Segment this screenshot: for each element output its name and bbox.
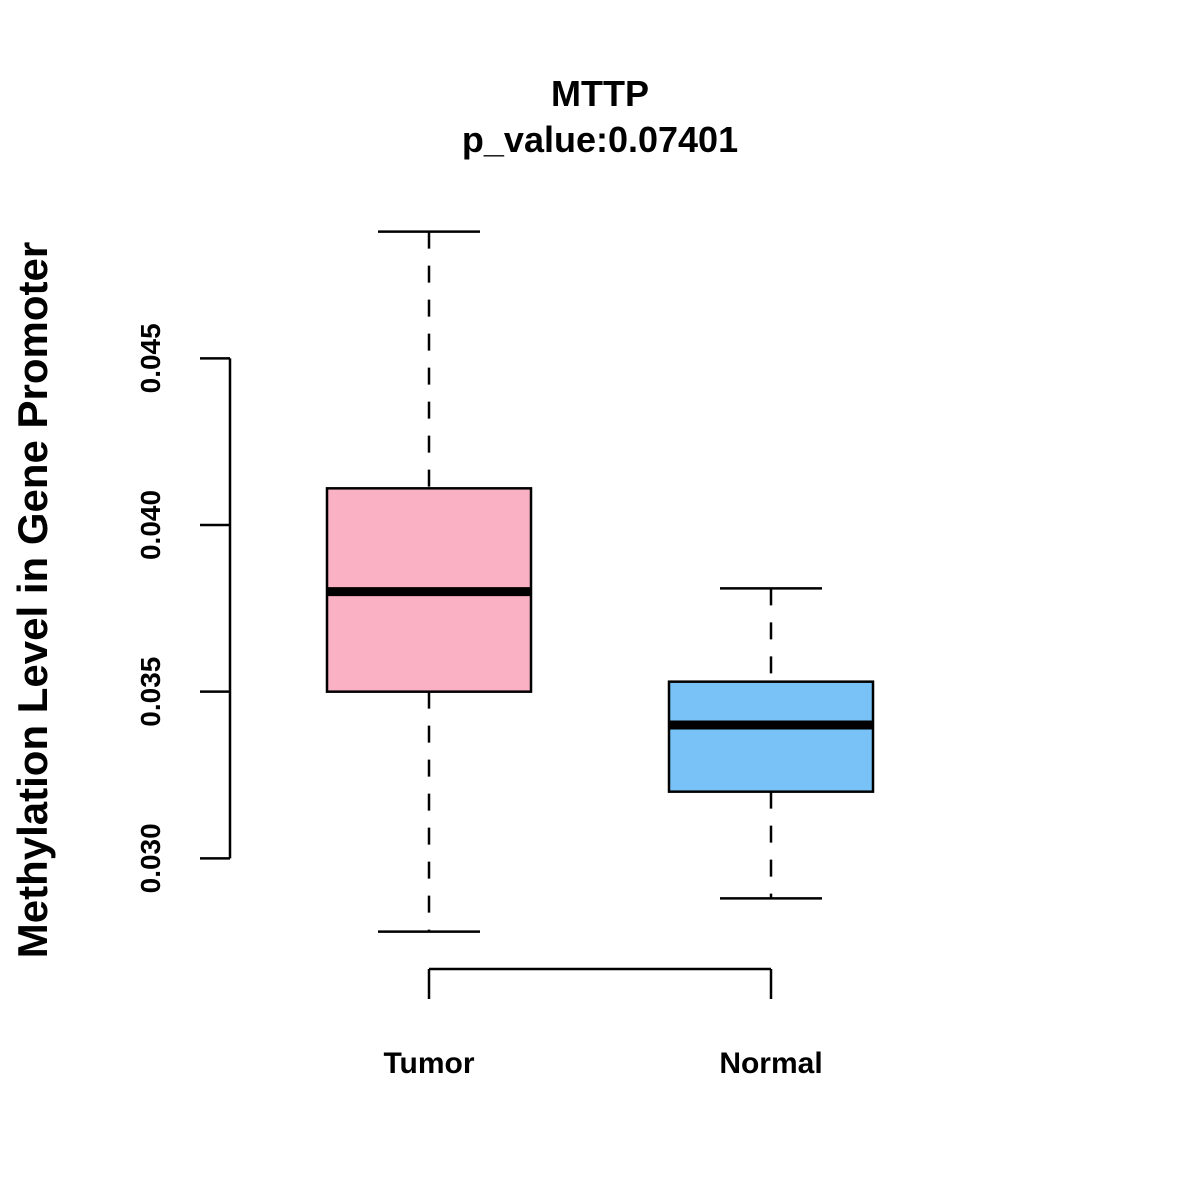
y-axis: 0.030 0.035 0.040 0.045 [135,323,232,893]
y-tick-label: 0.030 [135,823,166,893]
chart-subtitle: p_value:0.07401 [462,119,738,160]
y-tick-label: 0.035 [135,657,166,727]
x-tick-label: Normal [719,1047,822,1080]
x-tick-label: Tumor [383,1047,474,1080]
x-axis: Tumor Normal [383,967,823,1080]
boxes-layer [325,230,875,933]
y-tick-label: 0.045 [135,323,166,393]
y-axis-label: Methylation Level in Gene Promoter [9,242,56,958]
box-body [667,680,875,793]
box-tumor [325,230,533,933]
box-normal [667,587,875,900]
chart-title: MTTP [551,73,649,114]
y-tick-label: 0.040 [135,490,166,560]
